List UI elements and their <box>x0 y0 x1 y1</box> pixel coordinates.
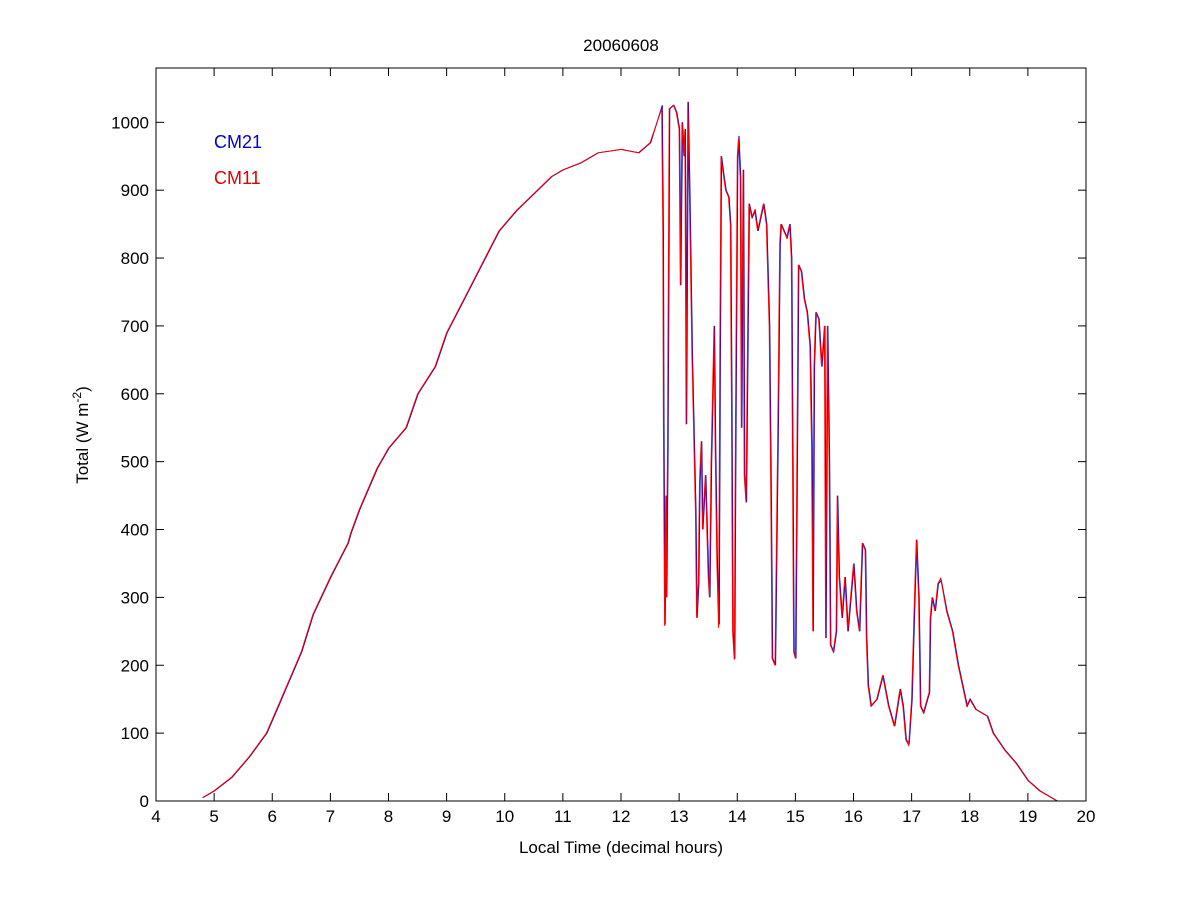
x-tick-label: 18 <box>960 807 979 826</box>
y-axis-label-end: ) <box>73 386 92 392</box>
x-tick-label: 20 <box>1077 807 1096 826</box>
series-layer <box>202 101 1058 802</box>
x-tick-label: 17 <box>902 807 921 826</box>
x-tick-label: 5 <box>209 807 218 826</box>
x-tick-label: 9 <box>442 807 451 826</box>
y-tick-label: 0 <box>140 792 149 811</box>
y-tick-label: 1000 <box>111 113 149 132</box>
x-tick-label: 4 <box>151 807 160 826</box>
y-tick-label: 900 <box>121 181 149 200</box>
y-tick-label: 300 <box>121 588 149 607</box>
legend-cm21: CM21 <box>214 132 262 152</box>
x-tick-label: 16 <box>844 807 863 826</box>
x-tick-label: 6 <box>268 807 277 826</box>
plot-frame <box>155 67 1087 802</box>
x-tick-label: 11 <box>554 807 572 826</box>
y-tick-label: 200 <box>121 656 149 675</box>
y-tick-label: 800 <box>121 249 149 268</box>
chart-title: 20060608 <box>583 36 659 55</box>
series-line-cm21 <box>202 101 1058 802</box>
y-axis-label-superscript: -2 <box>70 392 84 403</box>
x-tick-label: 14 <box>728 807 747 826</box>
y-tick-label: 700 <box>121 317 149 336</box>
x-tick-label: 12 <box>612 807 631 826</box>
y-tick-label: 500 <box>121 453 149 472</box>
x-tick-label: 19 <box>1018 807 1037 826</box>
x-tick-label: 10 <box>495 807 514 826</box>
x-axis-label: Local Time (decimal hours) <box>519 838 723 857</box>
y-tick-label: 400 <box>121 521 149 540</box>
x-axis: 4 5 6 7 8 9 10 11 12 13 14 15 16 17 18 19 20 <box>151 68 1095 826</box>
x-tick-label: 15 <box>786 807 805 826</box>
y-axis-label: Total (W m-2) <box>70 386 92 484</box>
legend-cm11: CM11 <box>214 168 261 188</box>
y-axis-label-main: Total (W m <box>73 403 92 484</box>
x-tick-label: 7 <box>326 807 335 826</box>
series-line-cm11 <box>202 101 1058 802</box>
y-tick-label: 100 <box>121 724 149 743</box>
x-tick-label: 13 <box>670 807 689 826</box>
y-axis: 0 100 200 300 400 500 600 700 800 900 1000 <box>111 113 1086 811</box>
y-tick-label: 600 <box>121 385 149 404</box>
x-tick-label: 8 <box>384 807 393 826</box>
